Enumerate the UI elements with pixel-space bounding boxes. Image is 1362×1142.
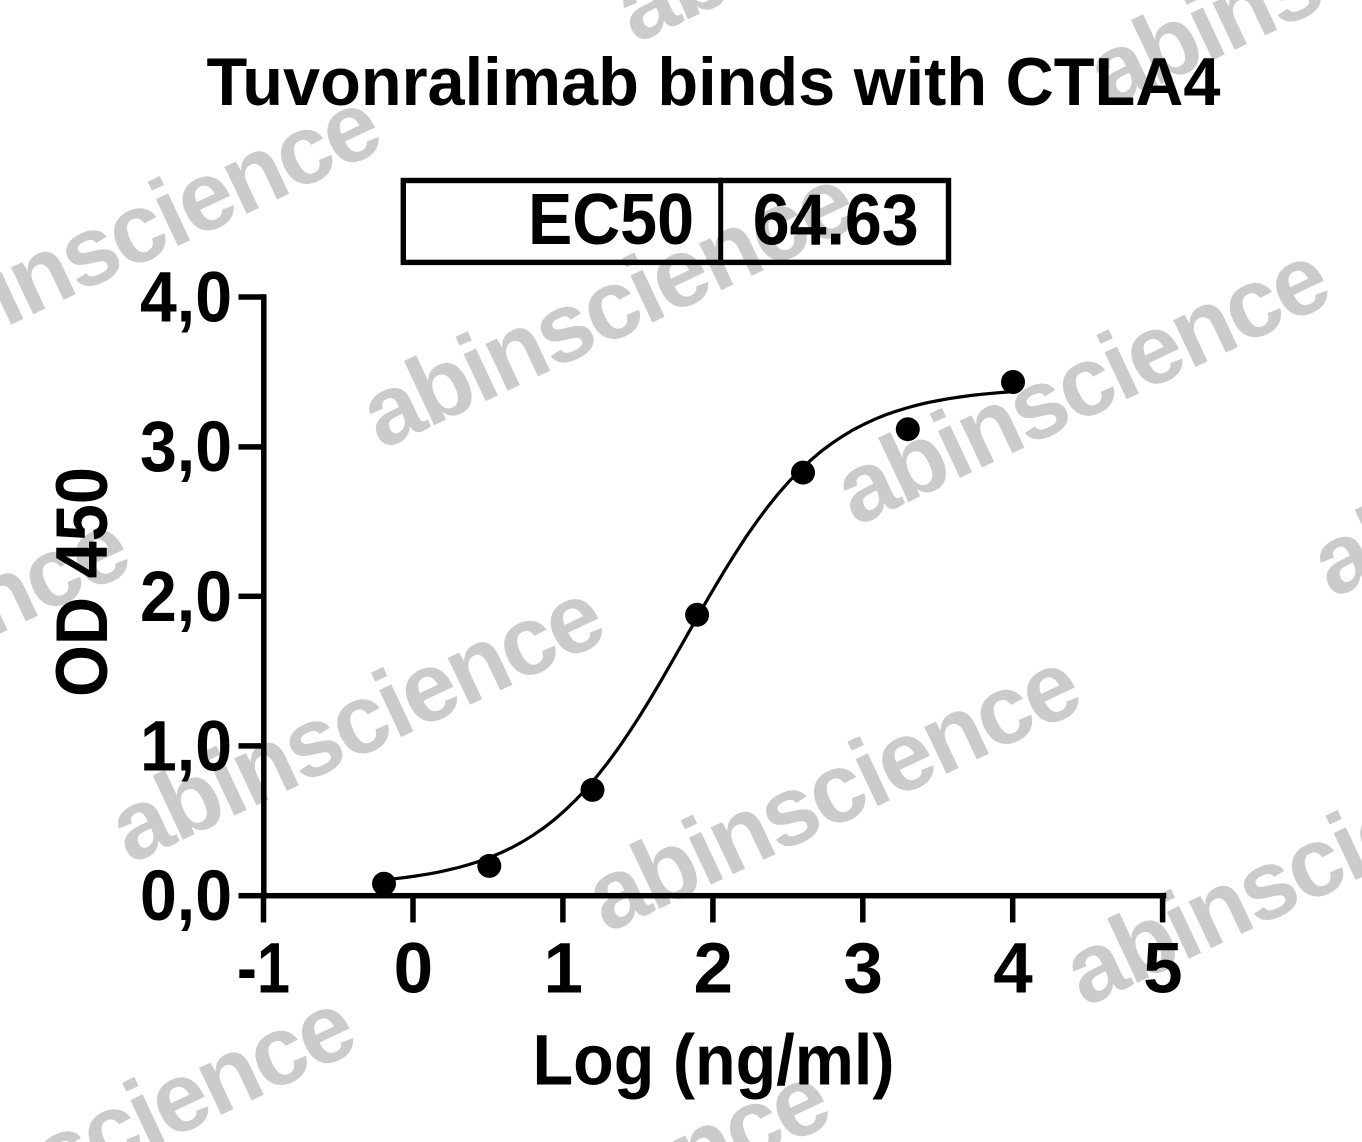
svg-text:0: 0 [394, 930, 434, 1009]
svg-text:1,0: 1,0 [140, 708, 232, 787]
svg-text:Tuvonralimab binds with CTLA4: Tuvonralimab binds with CTLA4 [207, 45, 1221, 120]
svg-text:2: 2 [693, 930, 733, 1009]
svg-text:3: 3 [843, 930, 883, 1009]
svg-text:3,0: 3,0 [140, 408, 232, 487]
svg-text:4: 4 [993, 930, 1033, 1009]
svg-text:0,0: 0,0 [140, 857, 232, 936]
svg-text:2,0: 2,0 [140, 558, 232, 637]
svg-text:OD 450: OD 450 [42, 467, 123, 697]
svg-text:64.63: 64.63 [753, 180, 919, 261]
svg-text:1: 1 [544, 930, 584, 1009]
svg-text:EC50: EC50 [528, 179, 694, 260]
svg-text:5: 5 [1143, 930, 1183, 1009]
svg-text:4,0: 4,0 [140, 259, 232, 338]
svg-text:-1: -1 [237, 930, 290, 1009]
svg-text:Log (ng/ml): Log (ng/ml) [533, 1021, 895, 1101]
